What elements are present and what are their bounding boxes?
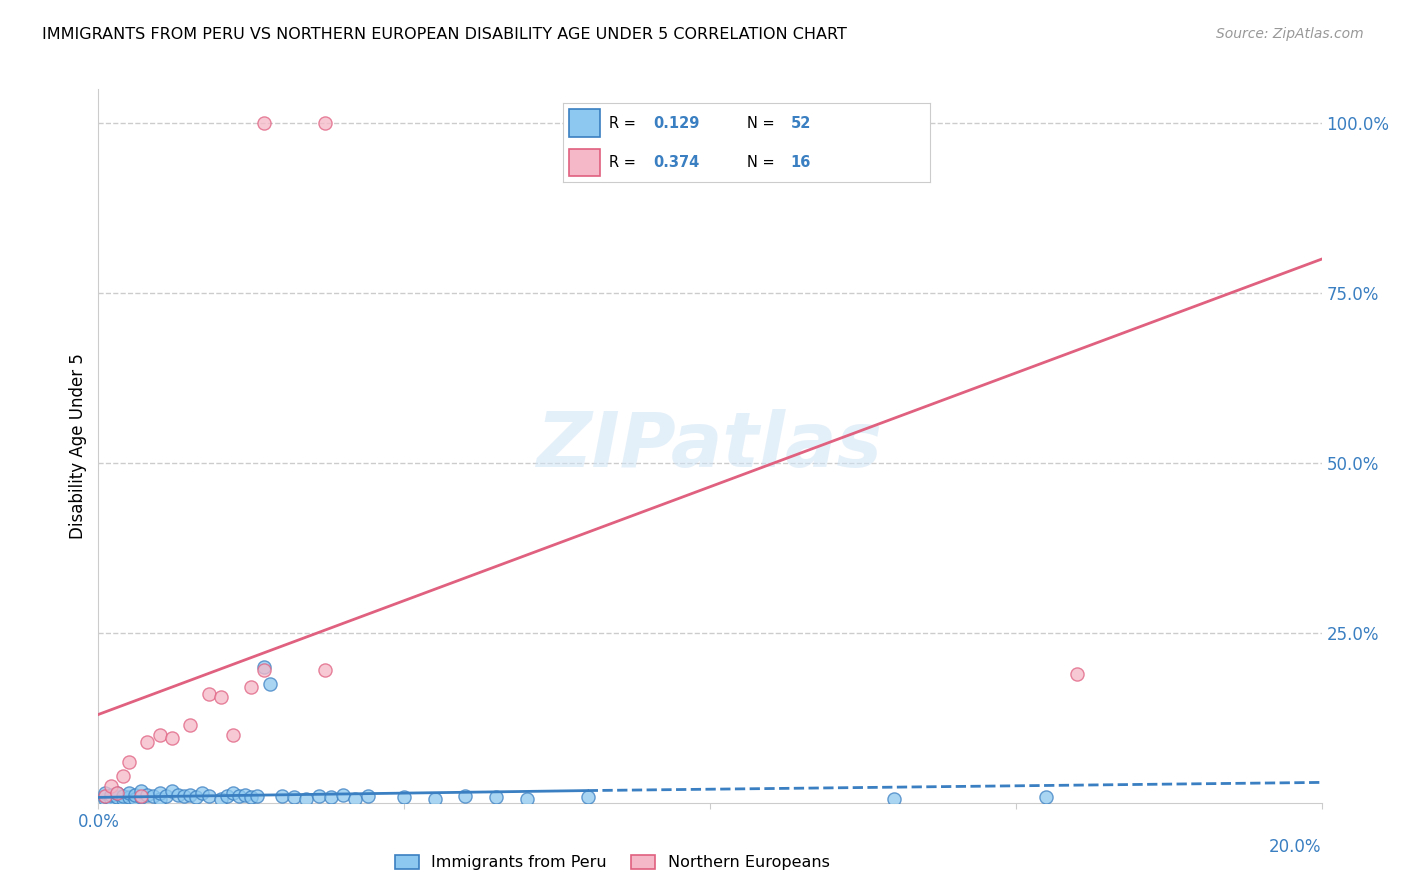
Point bbox=[129, 790, 152, 805]
Point bbox=[100, 792, 122, 806]
Legend: Immigrants from Peru, Northern Europeans: Immigrants from Peru, Northern Europeans bbox=[388, 848, 837, 877]
Point bbox=[105, 786, 128, 800]
Point bbox=[100, 779, 122, 793]
Point bbox=[883, 792, 905, 806]
Point bbox=[252, 663, 274, 677]
Point bbox=[93, 789, 115, 803]
Point bbox=[105, 790, 128, 805]
Point bbox=[222, 786, 245, 800]
Point bbox=[100, 788, 122, 802]
Y-axis label: Disability Age Under 5: Disability Age Under 5 bbox=[69, 353, 87, 539]
Point bbox=[240, 680, 263, 694]
Point bbox=[167, 788, 190, 802]
Point bbox=[516, 792, 538, 806]
Point bbox=[105, 786, 128, 800]
Point bbox=[295, 792, 318, 806]
Point bbox=[259, 677, 281, 691]
Point bbox=[111, 769, 134, 783]
Point bbox=[209, 792, 232, 806]
Point bbox=[179, 717, 201, 731]
Point bbox=[129, 789, 152, 803]
Point bbox=[136, 788, 159, 802]
Text: 20.0%: 20.0% bbox=[1270, 838, 1322, 856]
Point bbox=[155, 789, 177, 803]
Point bbox=[124, 788, 146, 802]
Point bbox=[149, 728, 172, 742]
Point bbox=[222, 728, 245, 742]
Point bbox=[136, 734, 159, 748]
Point bbox=[246, 789, 269, 803]
Point bbox=[252, 660, 274, 674]
Point bbox=[129, 783, 152, 797]
Point bbox=[240, 790, 263, 805]
Point bbox=[576, 790, 599, 805]
Point bbox=[314, 663, 336, 677]
Point bbox=[252, 116, 274, 130]
Text: Source: ZipAtlas.com: Source: ZipAtlas.com bbox=[1216, 27, 1364, 41]
Point bbox=[332, 788, 354, 802]
Point bbox=[118, 790, 141, 805]
Point bbox=[111, 792, 134, 806]
Point bbox=[149, 786, 172, 800]
Point bbox=[93, 786, 115, 800]
Point bbox=[423, 792, 446, 806]
Point bbox=[160, 783, 183, 797]
Point bbox=[1035, 790, 1057, 805]
Point bbox=[215, 789, 238, 803]
Point bbox=[319, 790, 342, 805]
Point bbox=[173, 789, 195, 803]
Point bbox=[179, 788, 201, 802]
Point bbox=[124, 792, 146, 806]
Text: IMMIGRANTS FROM PERU VS NORTHERN EUROPEAN DISABILITY AGE UNDER 5 CORRELATION CHA: IMMIGRANTS FROM PERU VS NORTHERN EUROPEA… bbox=[42, 27, 846, 42]
Point bbox=[186, 790, 208, 805]
Point bbox=[283, 790, 305, 805]
Point bbox=[454, 789, 477, 803]
Point bbox=[314, 116, 336, 130]
Point bbox=[191, 786, 214, 800]
Point bbox=[1066, 666, 1088, 681]
Point bbox=[270, 789, 292, 803]
Point bbox=[392, 790, 416, 805]
Point bbox=[197, 687, 219, 701]
Point bbox=[93, 792, 115, 806]
Point bbox=[118, 786, 141, 800]
Point bbox=[344, 792, 367, 806]
Point bbox=[118, 755, 141, 769]
Point bbox=[160, 731, 183, 746]
Point bbox=[142, 789, 165, 803]
Point bbox=[308, 789, 330, 803]
Text: ZIPatlas: ZIPatlas bbox=[537, 409, 883, 483]
Point bbox=[228, 789, 250, 803]
Point bbox=[93, 789, 115, 803]
Point bbox=[111, 789, 134, 803]
Point bbox=[356, 789, 378, 803]
Point bbox=[209, 690, 232, 705]
Point bbox=[485, 790, 508, 805]
Point bbox=[197, 789, 219, 803]
Point bbox=[149, 792, 172, 806]
Point bbox=[233, 788, 256, 802]
